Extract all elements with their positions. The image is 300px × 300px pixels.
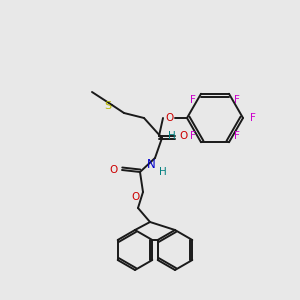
Text: O: O	[179, 131, 187, 141]
Text: F: F	[234, 131, 240, 141]
Text: H: H	[159, 167, 167, 177]
Text: H: H	[168, 131, 176, 141]
Text: O: O	[165, 113, 173, 123]
Text: O: O	[131, 192, 139, 202]
Text: O: O	[109, 165, 117, 175]
Text: F: F	[190, 95, 196, 105]
Text: F: F	[190, 131, 196, 141]
Text: N: N	[147, 158, 155, 172]
Text: S: S	[104, 101, 112, 111]
Text: F: F	[234, 95, 240, 105]
Text: F: F	[250, 113, 256, 123]
